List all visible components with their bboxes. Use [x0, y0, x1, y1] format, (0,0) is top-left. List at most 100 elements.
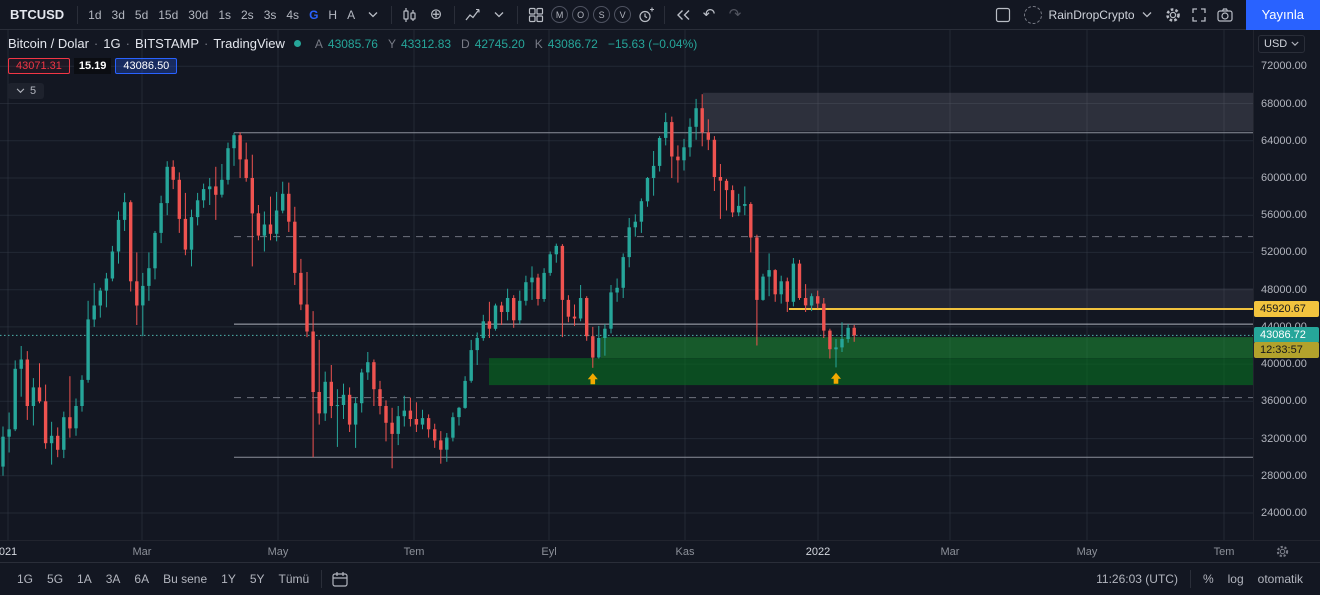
clock[interactable]: 11:26:03 (UTC)	[1096, 572, 1178, 586]
price-tick: 60000.00	[1261, 171, 1307, 184]
axis-corner	[1253, 540, 1320, 562]
price-tick: 72000.00	[1261, 60, 1307, 73]
price-label: 43086.72	[1254, 327, 1319, 344]
symbol-button[interactable]: BTCUSD	[10, 7, 65, 22]
timeframe-group: 1d 3d 5d 15d 30d 1s 2s 3s 4s G H A	[83, 5, 360, 25]
range-5y[interactable]: 5Y	[249, 572, 265, 586]
legend-brand: TradingView	[213, 36, 285, 51]
template-v-button[interactable]: V	[614, 6, 632, 23]
template-s-button[interactable]: S	[593, 6, 611, 23]
divider	[1189, 570, 1191, 588]
layout-grid-icon[interactable]	[523, 2, 549, 28]
indicators-chevron-down-icon[interactable]	[486, 2, 512, 28]
template-m-button[interactable]: M	[551, 6, 569, 23]
price-change: −15.63 (−0.04%)	[607, 36, 698, 51]
timeframe-3d[interactable]: 3d	[111, 7, 125, 22]
price-tick: 24000.00	[1261, 507, 1307, 519]
go-to-date-icon[interactable]	[327, 566, 353, 592]
time-label: Mar	[132, 546, 152, 558]
ohlc-close-key: K	[534, 36, 543, 51]
bid-ask-row: 43071.31 15.19 43086.50	[8, 58, 697, 74]
timeframe-1d[interactable]: 1d	[88, 7, 102, 22]
price-tick: 32000.00	[1261, 432, 1307, 445]
timeframe-4s[interactable]: 4s	[286, 7, 300, 22]
ohlc-high-value: 43312.83	[400, 36, 452, 51]
time-label: May	[267, 546, 289, 558]
ohlc-low-key: D	[461, 36, 470, 51]
ohlc-high-key: Y	[387, 36, 396, 51]
time-axis[interactable]: 021 Mar May Tem Eyl Kas 2022 Mar May Tem	[0, 540, 1253, 562]
create-alert-icon[interactable]	[633, 2, 659, 28]
chart-properties-gear-icon[interactable]	[1160, 2, 1186, 28]
divider	[321, 570, 323, 588]
timeframe-G[interactable]: G	[309, 7, 319, 22]
time-label: Tem	[1213, 546, 1235, 558]
fullscreen-icon[interactable]	[1186, 2, 1212, 28]
screenshot-camera-icon[interactable]	[1212, 2, 1238, 28]
date-range-group: 1G 5G 1A 3A 6A Bu sene 1Y 5Y Tümü	[10, 568, 316, 590]
chart-style-candles-icon[interactable]	[397, 2, 423, 28]
candlestick-chart[interactable]	[0, 30, 1253, 540]
object-count: 5	[30, 85, 37, 97]
bottom-toolbar: 1G 5G 1A 3A 6A Bu sene 1Y 5Y Tümü 11:26:03 (UTC)…	[0, 562, 1320, 595]
ohlc-open-value: 43085.76	[327, 36, 378, 51]
range-1a[interactable]: 1A	[77, 572, 92, 586]
undo-icon[interactable]: ↶	[702, 6, 716, 23]
ohlc-low-value: 42745.20	[474, 36, 525, 51]
range-tümü[interactable]: Tümü	[278, 572, 310, 586]
range-6a[interactable]: 6A	[134, 572, 150, 586]
divider	[454, 5, 456, 24]
sell-price-button[interactable]: 43071.31	[8, 58, 70, 74]
timeframe-15d[interactable]: 15d	[158, 7, 179, 22]
chart-legend: Bitcoin / Dolar · 1G · BITSTAMP · Tradin…	[8, 36, 697, 99]
range-bu-sene[interactable]: Bu sene	[163, 572, 208, 586]
range-1g[interactable]: 1G	[17, 572, 34, 586]
legend-symbol-name: Bitcoin / Dolar	[8, 36, 89, 51]
time-label: May	[1076, 546, 1098, 558]
range-5g[interactable]: 5G	[47, 572, 64, 586]
user-chevron-down-icon	[1142, 12, 1152, 18]
divider	[517, 5, 519, 24]
chevron-down-icon	[16, 88, 25, 94]
quick-settings-gear-icon[interactable]	[1275, 544, 1290, 559]
top-toolbar: BTCUSD 1d 3d 5d 15d 30d 1s 2s 3s 4s G H A ⊕	[0, 0, 1320, 30]
user-menu[interactable]: RainDropCrypto	[1016, 5, 1160, 24]
compare-add-icon[interactable]: ⊕	[429, 6, 443, 23]
price-tick: 52000.00	[1261, 246, 1307, 259]
timeframe-5d[interactable]: 5d	[134, 7, 149, 22]
select-layout-icon[interactable]	[990, 2, 1016, 28]
divider	[391, 5, 393, 24]
indicators-icon[interactable]	[460, 2, 486, 28]
price-tick: 28000.00	[1261, 469, 1307, 482]
template-o-button[interactable]: O	[572, 6, 590, 23]
timeframe-3s[interactable]: 3s	[263, 7, 277, 22]
timeframe-H[interactable]: H	[328, 7, 338, 22]
time-label: Eyl	[541, 546, 557, 558]
redo-icon[interactable]: ↷	[728, 6, 742, 23]
ohlc-open-key: A	[314, 36, 323, 51]
timeframe-chevron-down-icon[interactable]	[360, 2, 386, 28]
range-1y[interactable]: 1Y	[221, 572, 236, 586]
symbol-legend-row[interactable]: Bitcoin / Dolar · 1G · BITSTAMP · Tradin…	[8, 36, 698, 51]
timeframe-1s[interactable]: 1s	[218, 7, 231, 22]
chart-area[interactable]: Bitcoin / Dolar · 1G · BITSTAMP · Tradin…	[0, 30, 1320, 562]
log-scale-button[interactable]: log	[1227, 572, 1244, 586]
percent-scale-button[interactable]: %	[1202, 572, 1214, 586]
object-tree-toggle[interactable]: 5	[8, 83, 45, 99]
user-avatar	[1023, 5, 1042, 24]
legend-exchange: BITSTAMP	[134, 36, 199, 51]
currency-toggle[interactable]: USD	[1258, 35, 1306, 53]
timeframe-A[interactable]: A	[347, 7, 356, 22]
price-tick: 56000.00	[1261, 209, 1307, 222]
market-status-dot[interactable]	[293, 40, 301, 47]
timeframe-2s[interactable]: 2s	[241, 7, 254, 22]
bar-replay-icon[interactable]	[670, 2, 696, 28]
auto-scale-button[interactable]: otomatik	[1257, 572, 1303, 586]
price-label: 45920.67	[1254, 301, 1319, 317]
price-axis[interactable]: USD 24000.00 28000.00 32000.00 36000.00 4000…	[1253, 30, 1320, 540]
timeframe-30d[interactable]: 30d	[188, 7, 209, 22]
range-3a[interactable]: 3A	[105, 572, 121, 586]
buy-price-button[interactable]: 43086.50	[115, 58, 178, 74]
publish-button[interactable]: Yayınla	[1245, 0, 1320, 30]
time-label: 2022	[805, 546, 831, 558]
